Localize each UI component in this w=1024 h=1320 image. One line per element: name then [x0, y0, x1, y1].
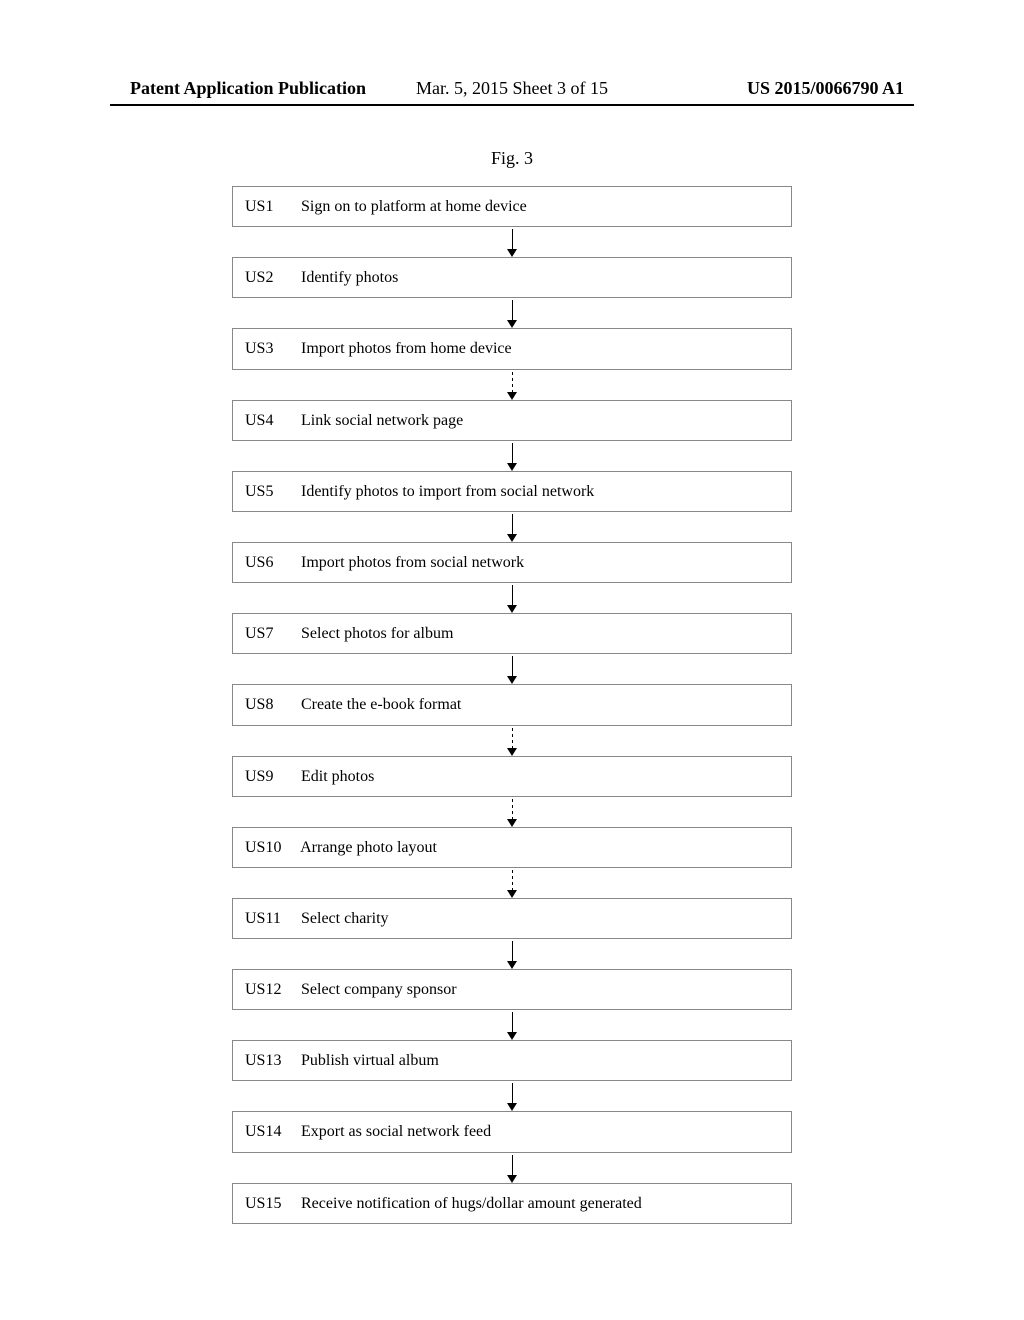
page-header: Patent Application Publication Mar. 5, 2… [0, 78, 1024, 99]
arrow-head-icon [507, 605, 517, 613]
step-code: US9 [245, 767, 297, 786]
step-label: Sign on to platform at home device [297, 198, 527, 215]
arrow-head-icon [507, 890, 517, 898]
arrow-head-icon [507, 249, 517, 257]
arrow-shaft [512, 941, 513, 961]
arrow-shaft [512, 1083, 513, 1103]
step-code: US4 [245, 411, 297, 430]
arrow-head-icon [507, 961, 517, 969]
arrow-head-icon [507, 676, 517, 684]
page: Patent Application Publication Mar. 5, 2… [0, 0, 1024, 1320]
step-code: US14 [245, 1122, 297, 1141]
flow-step: US1 Sign on to platform at home device [232, 186, 792, 227]
step-label: Import photos from social network [297, 554, 524, 571]
arrow-shaft [512, 585, 513, 605]
arrow-head-icon [507, 392, 517, 400]
arrow-head-icon [507, 534, 517, 542]
flow-step: US2 Identify photos [232, 257, 792, 298]
step-code: US5 [245, 482, 297, 501]
step-code: US10 [245, 838, 297, 857]
header-center: Mar. 5, 2015 Sheet 3 of 15 [416, 78, 608, 99]
header-right: US 2015/0066790 A1 [747, 78, 904, 99]
arrow-shaft [512, 229, 513, 249]
step-label: Export as social network feed [297, 1123, 491, 1140]
arrow-head-icon [507, 1103, 517, 1111]
arrow-head-icon [507, 463, 517, 471]
step-label: Identify photos to import from social ne… [297, 483, 594, 500]
arrow-head-icon [507, 320, 517, 328]
arrow-head-icon [507, 748, 517, 756]
step-code: US8 [245, 695, 297, 714]
flow-arrow [232, 227, 792, 257]
flow-arrow [232, 797, 792, 827]
step-code: US13 [245, 1051, 297, 1070]
figure-title: Fig. 3 [491, 148, 533, 169]
step-label: Link social network page [297, 412, 463, 429]
step-label: Identify photos [297, 269, 398, 286]
arrow-head-icon [507, 1175, 517, 1183]
arrow-shaft [512, 372, 513, 392]
flow-step: US5 Identify photos to import from socia… [232, 471, 792, 512]
arrow-shaft [512, 1155, 513, 1175]
step-code: US6 [245, 553, 297, 572]
step-label: Arrange photo layout [297, 839, 437, 856]
step-label: Select charity [297, 910, 389, 927]
arrow-shaft [512, 870, 513, 890]
arrow-shaft [512, 1012, 513, 1032]
flow-step: US9 Edit photos [232, 756, 792, 797]
flow-step: US12 Select company sponsor [232, 969, 792, 1010]
step-label: Edit photos [297, 768, 374, 785]
step-code: US15 [245, 1194, 297, 1213]
flow-step: US15 Receive notification of hugs/dollar… [232, 1183, 792, 1224]
step-code: US3 [245, 339, 297, 358]
arrow-shaft [512, 656, 513, 676]
step-label: Receive notification of hugs/dollar amou… [297, 1195, 642, 1212]
flow-arrow [232, 441, 792, 471]
flow-arrow [232, 654, 792, 684]
flow-arrow [232, 1010, 792, 1040]
flow-arrow [232, 370, 792, 400]
flow-step: US7 Select photos for album [232, 613, 792, 654]
flowchart: US1 Sign on to platform at home deviceUS… [232, 186, 792, 1224]
step-label: Select company sponsor [297, 981, 457, 998]
flow-arrow [232, 868, 792, 898]
flow-step: US14 Export as social network feed [232, 1111, 792, 1152]
step-label: Create the e-book format [297, 696, 461, 713]
flow-step: US6 Import photos from social network [232, 542, 792, 583]
flow-arrow [232, 1081, 792, 1111]
arrow-shaft [512, 728, 513, 748]
step-code: US11 [245, 909, 297, 928]
flow-arrow [232, 726, 792, 756]
flow-arrow [232, 298, 792, 328]
arrow-shaft [512, 799, 513, 819]
arrow-shaft [512, 443, 513, 463]
arrow-head-icon [507, 819, 517, 827]
flow-step: US4 Link social network page [232, 400, 792, 441]
flow-arrow [232, 583, 792, 613]
flow-step: US8 Create the e-book format [232, 684, 792, 725]
step-code: US1 [245, 197, 297, 216]
flow-arrow [232, 512, 792, 542]
flow-arrow [232, 1153, 792, 1183]
step-label: Publish virtual album [297, 1052, 439, 1069]
flow-arrow [232, 939, 792, 969]
flow-step: US11 Select charity [232, 898, 792, 939]
flow-step: US3 Import photos from home device [232, 328, 792, 369]
header-rule [110, 104, 914, 106]
arrow-shaft [512, 300, 513, 320]
flow-step: US13 Publish virtual album [232, 1040, 792, 1081]
step-code: US7 [245, 624, 297, 643]
step-code: US2 [245, 268, 297, 287]
arrow-head-icon [507, 1032, 517, 1040]
flow-step: US10 Arrange photo layout [232, 827, 792, 868]
step-label: Select photos for album [297, 625, 453, 642]
step-label: Import photos from home device [297, 340, 512, 357]
arrow-shaft [512, 514, 513, 534]
header-left: Patent Application Publication [130, 78, 366, 99]
step-code: US12 [245, 980, 297, 999]
